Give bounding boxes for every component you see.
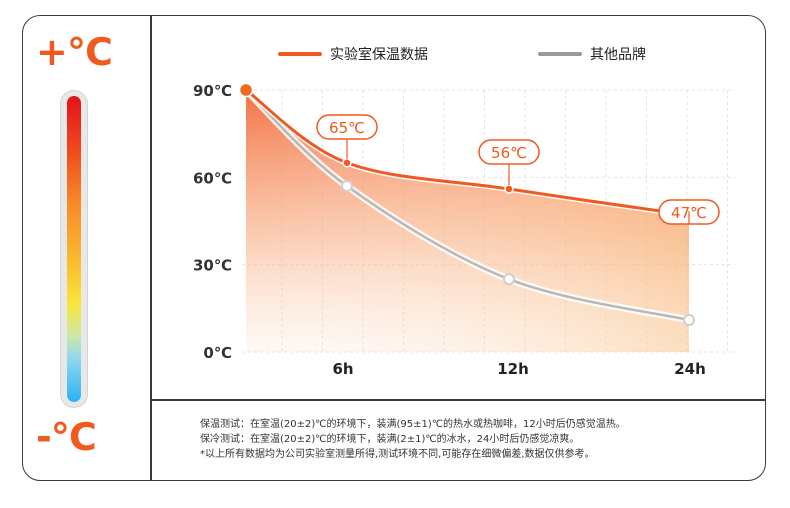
temperature-chart: 90℃ 60℃ 30℃ 0℃ 6h 12h 24h 65℃ 56℃ 47℃ xyxy=(193,82,735,378)
lab-line xyxy=(244,88,691,217)
y-tick-label: 90℃ xyxy=(193,82,232,100)
legend-other-label: 其他品牌 xyxy=(590,47,646,63)
chart-lines xyxy=(242,86,693,324)
note-disclaimer: *以上所有数据均为公司实验室测量所得,测试环境不同,可能存在细微偏差,数据仅供参… xyxy=(200,449,595,460)
value-callout-label: 56℃ xyxy=(491,144,527,162)
x-tick-label: 24h xyxy=(674,360,706,378)
value-callout-label: 47℃ xyxy=(671,204,707,222)
cold-symbol: -℃ xyxy=(36,415,97,459)
thermometer-icon xyxy=(60,90,88,408)
note-cold: 保冷测试：在室温(20±2)℃的环境下，装满(2±1)℃的冰水，24小时后仍感觉… xyxy=(200,434,580,445)
x-tick-label: 6h xyxy=(332,360,353,378)
start-point xyxy=(238,82,254,98)
other-point xyxy=(503,273,515,286)
legend-lab-label: 实验室保温数据 xyxy=(330,47,428,63)
y-tick-label: 30℃ xyxy=(193,257,232,275)
lab-point xyxy=(504,184,514,194)
hot-symbol: +℃ xyxy=(36,30,113,74)
lab-area-tint xyxy=(246,90,689,352)
other-point xyxy=(341,180,353,193)
note-heat: 保温测试：在室温(20±2)℃的环境下，装满(95±1)℃的热水或热咖啡，12小… xyxy=(200,419,626,430)
chart-labels: 90℃ 60℃ 30℃ 0℃ 6h 12h 24h 65℃ 56℃ 47℃ xyxy=(193,82,720,378)
test-notes: 保温测试：在室温(20±2)℃的环境下，装满(95±1)℃的热水或热咖啡，12小… xyxy=(200,417,626,462)
legend-other-swatch xyxy=(538,52,582,56)
other-line xyxy=(244,88,691,322)
vertical-divider xyxy=(150,15,152,481)
lab-point xyxy=(342,158,352,168)
x-tick-label: 12h xyxy=(497,360,529,378)
value-callout-label: 65℃ xyxy=(329,119,365,137)
other-point xyxy=(683,313,695,326)
legend-lab-swatch xyxy=(278,52,322,56)
y-tick-label: 0℃ xyxy=(203,344,232,362)
chart-areas xyxy=(246,90,689,352)
legend-lab: 实验室保温数据 xyxy=(278,44,428,64)
thermometer-gradient xyxy=(67,96,81,402)
horizontal-divider xyxy=(150,399,766,401)
legend-other: 其他品牌 xyxy=(538,44,646,64)
y-tick-label: 60℃ xyxy=(193,169,232,187)
